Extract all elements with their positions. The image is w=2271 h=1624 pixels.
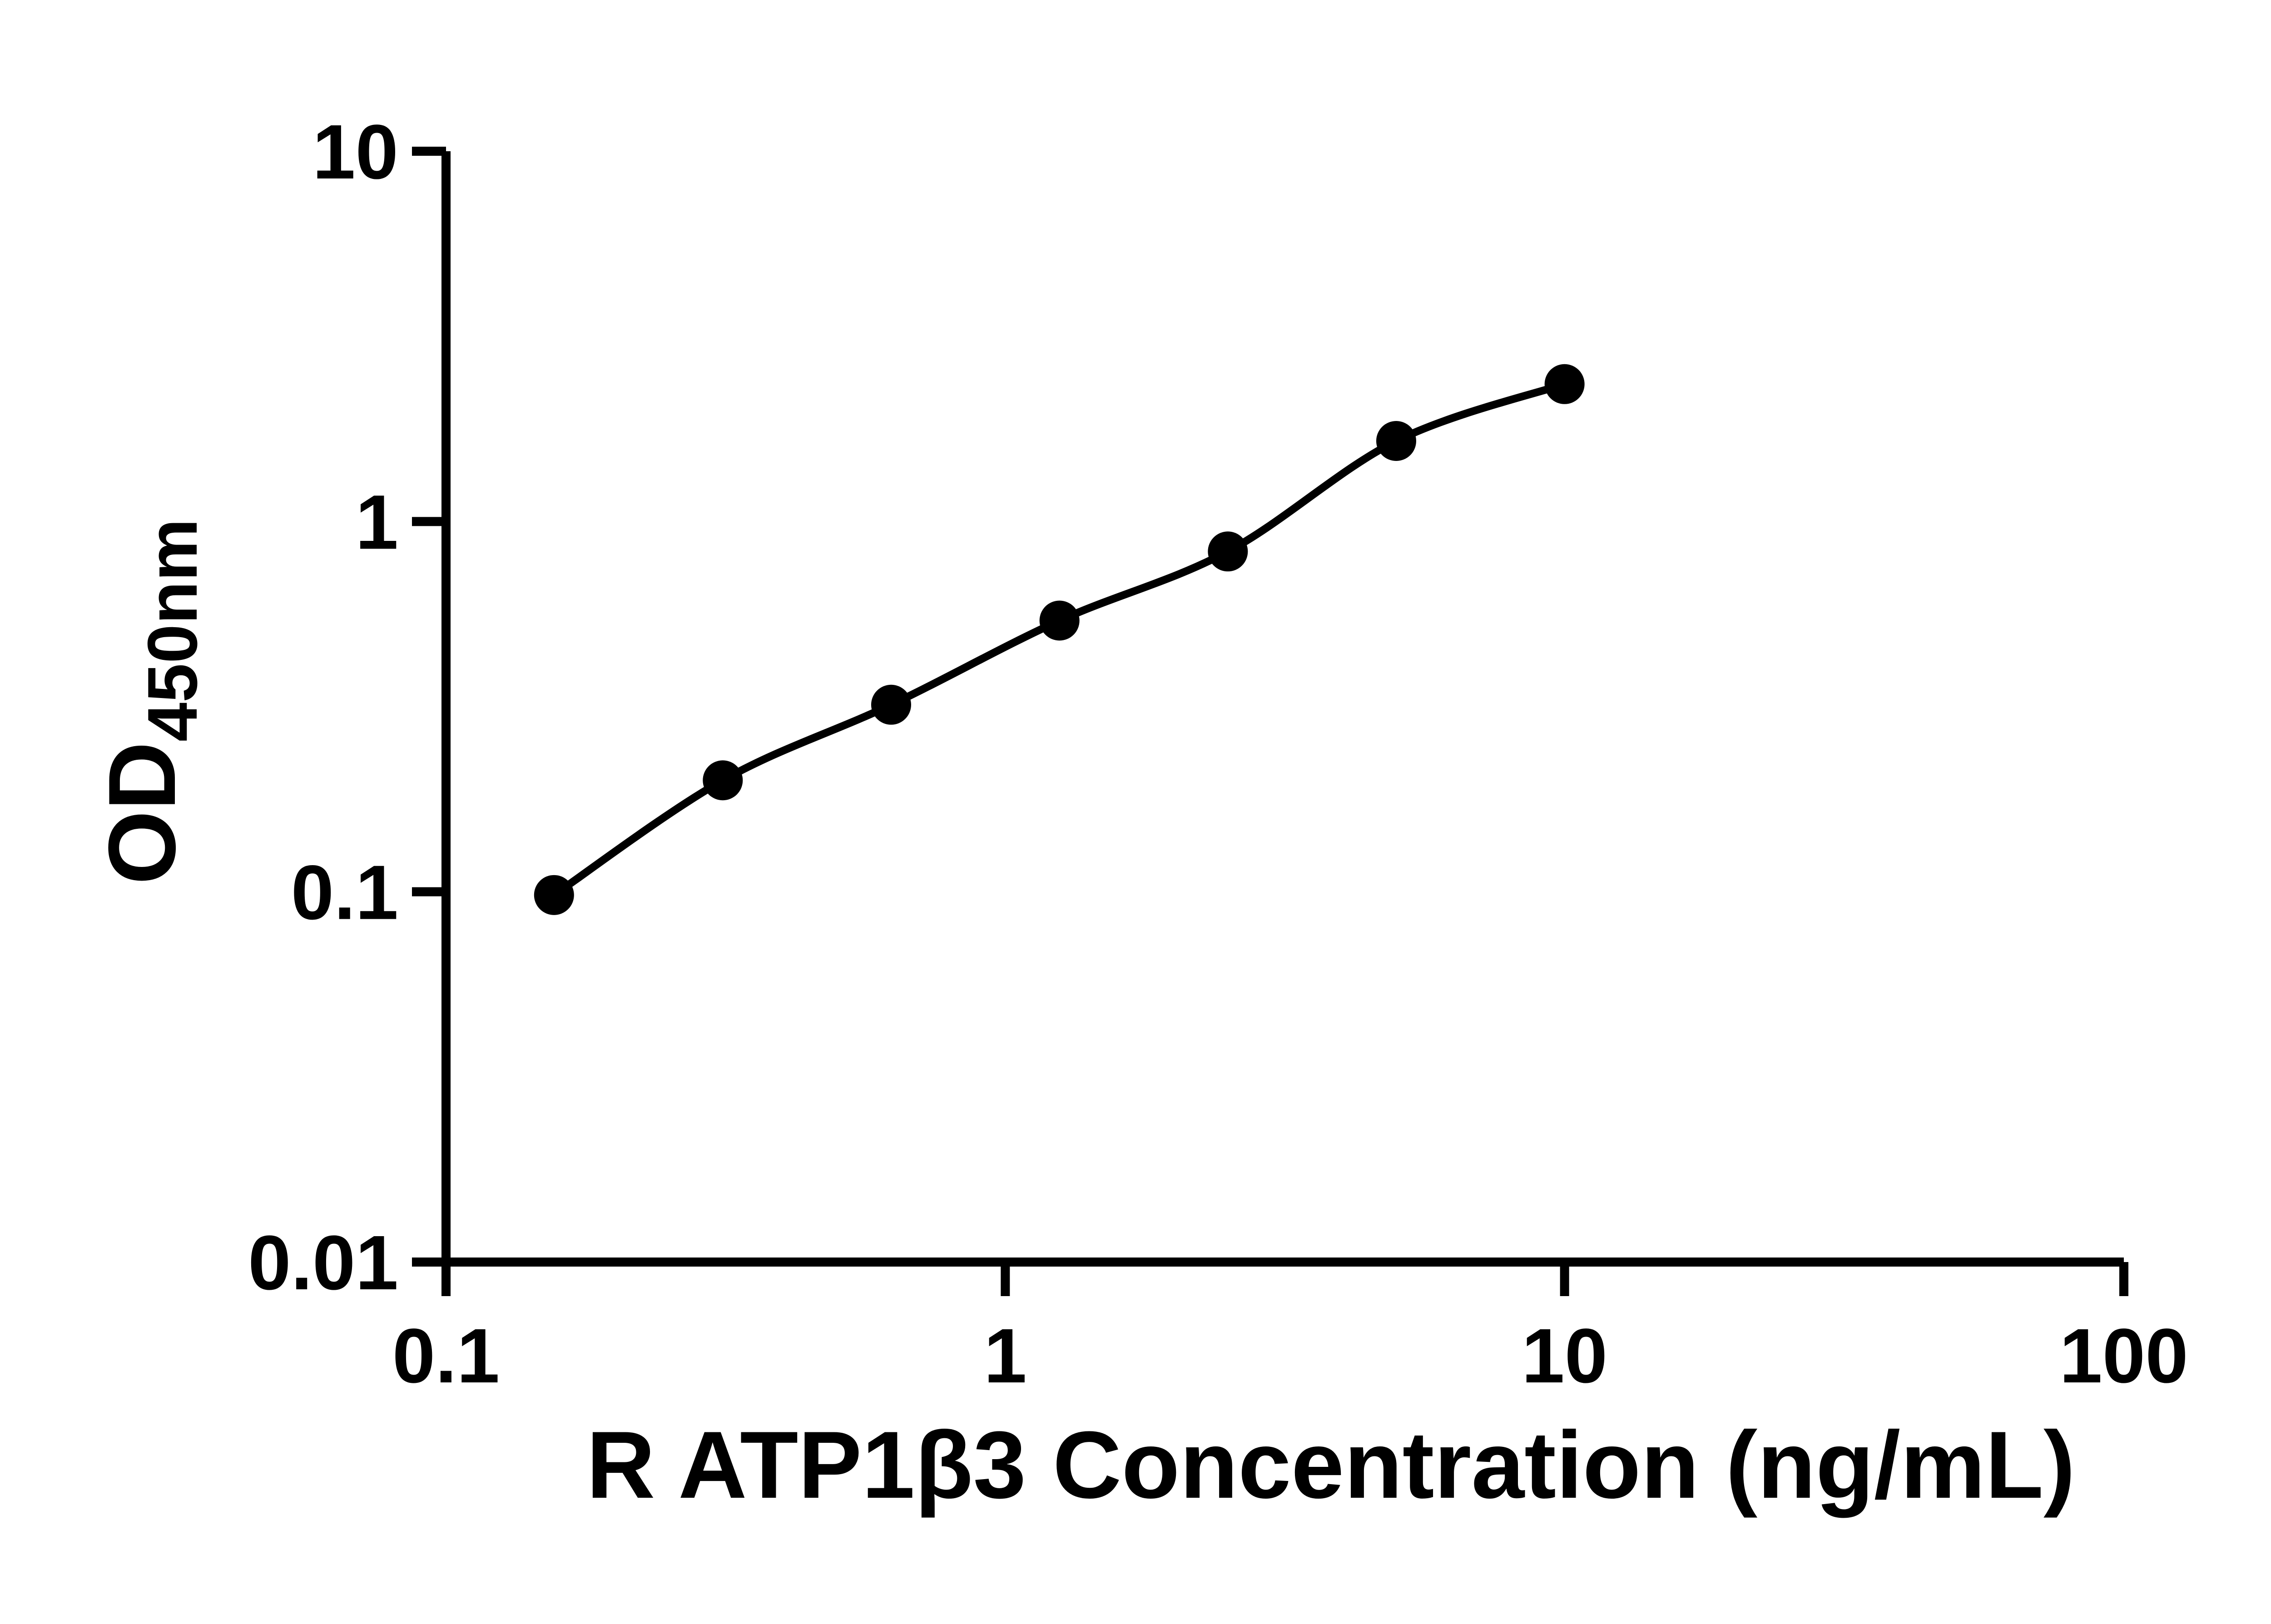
data-point xyxy=(1208,531,1248,572)
y-tick-label: 0.01 xyxy=(248,1220,398,1306)
x-axis-title: R ATP1β3 Concentration (ng/mL) xyxy=(586,1411,2076,1518)
data-point xyxy=(703,760,743,801)
y-axis-title-main: OD xyxy=(89,742,195,885)
y-axis-title: OD450nm xyxy=(85,519,215,885)
y-tick-label: 10 xyxy=(312,109,398,195)
x-tick-label: 100 xyxy=(2059,1313,2188,1399)
x-tick-label: 10 xyxy=(1522,1313,1607,1399)
data-point xyxy=(871,684,911,725)
data-point xyxy=(1376,421,1416,461)
data-point xyxy=(1039,600,1080,641)
x-tick-label: 1 xyxy=(984,1313,1027,1399)
data-point xyxy=(534,875,574,915)
y-tick-label: 1 xyxy=(355,479,398,565)
y-axis-title-subscript: 450nm xyxy=(133,518,212,742)
y-tick-label: 0.1 xyxy=(291,850,398,936)
data-point xyxy=(1544,364,1585,404)
x-tick-label: 0.1 xyxy=(392,1313,500,1399)
axes-spines xyxy=(441,151,2124,1267)
